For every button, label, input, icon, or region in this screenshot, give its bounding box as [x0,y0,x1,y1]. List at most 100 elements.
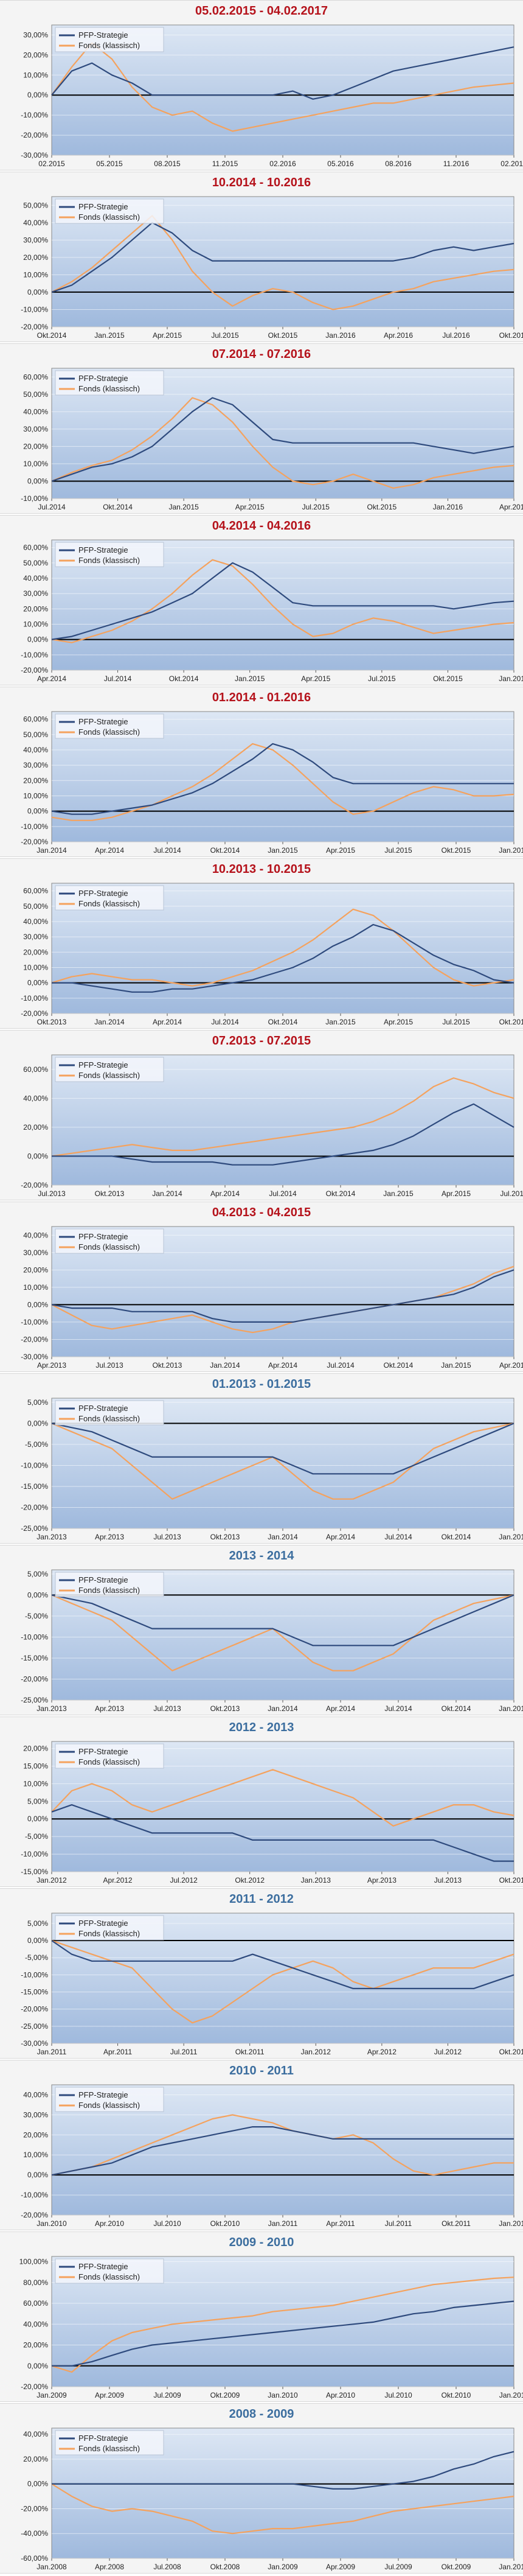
y-tick-label: 0,00% [27,477,48,485]
x-tick-label: Okt.2010 [210,2219,240,2228]
y-tick-label: 60,00% [23,2299,48,2308]
legend-box [55,713,164,739]
x-tick-label: Okt.2014 [268,1018,298,1026]
x-tick-label: Jul.2014 [327,1361,355,1370]
y-tick-label: 40,00% [23,2320,48,2328]
chart-svg: 60,00% 50,00% 40,00% 30,00% 20,00% 10,00% 0,00… [21,539,523,683]
chart-title: 2011 - 2012 [229,1892,294,1906]
x-tick-label: Jul.2013 [153,1533,181,1541]
x-tick-label: Okt.2013 [95,1189,125,1198]
y-tick-label: 0,00% [27,1591,48,1599]
series-line-fund [51,1423,514,1500]
y-tick-label: -30,00% [21,151,48,159]
y-tick-label: 20,00% [23,948,48,956]
x-tick-label: Apr.2014 [210,1189,240,1198]
chart-panel: 2009 - 2010 100,00% 80,00% 60,00% 40,00% 20,0… [0,2231,523,2402]
x-tick-label: Okt.2012 [499,2048,523,2056]
x-tick-label: Jan.2015 [168,503,199,511]
y-tick-label: 20,00% [23,2455,48,2463]
y-tick-label: -20,00% [21,1181,48,1189]
x-tick-label: 02.2016 [269,159,296,168]
series-line-fund [51,2114,514,2176]
y-tick-label: 0,00% [27,2480,48,2488]
legend-label: Fonds (klassisch) [78,1757,140,1766]
legend-box [55,2430,164,2455]
y-tick-label: 10,00% [23,71,48,79]
y-tick-label: -40,00% [21,2529,48,2538]
y-tick-label: 40,00% [23,219,48,227]
x-tick-label: Jan.2010 [36,2219,67,2228]
chart-title: 2013 - 2014 [229,1549,294,1563]
y-tick-label: 30,00% [23,425,48,433]
x-tick-label: 05.2015 [96,159,123,168]
y-tick-label: -20,00% [21,131,48,139]
legend-label: Fonds (klassisch) [78,212,140,222]
x-tick-label: Okt.2014 [169,674,199,683]
x-tick-label: Jan.2014 [268,1533,298,1541]
y-tick-label: 0,00% [27,979,48,987]
x-tick-label: Jan.2016 [499,846,523,855]
x-tick-label: Jan.2015 [235,674,265,683]
y-tick-label: 30,00% [23,1248,48,1257]
x-tick-label: Jan.2015 [383,1189,414,1198]
legend-box [55,1228,164,1254]
y-tick-label: -20,00% [21,2005,48,2014]
y-tick-label: -20,00% [21,1503,48,1511]
x-tick-label: 08.2015 [154,159,181,168]
x-tick-label: Okt.2014 [37,331,67,340]
y-tick-label: 5,00% [27,1919,48,1928]
y-tick-label: 50,00% [23,902,48,911]
x-tick-label: 08.2016 [385,159,412,168]
x-tick-label: Okt.2011 [235,2048,265,2056]
y-tick-label: 50,00% [23,201,48,209]
x-tick-label: Jan.2014 [36,846,67,855]
series-line-strategy [51,1423,514,1475]
legend-box [55,370,164,396]
x-tick-label: Apr.2016 [384,331,413,340]
legend-label: Fonds (klassisch) [78,2272,140,2281]
x-tick-label: Jul.2014 [104,674,132,683]
y-tick-label: 60,00% [23,715,48,724]
legend-label: Fonds (klassisch) [78,2444,140,2453]
x-tick-label: 05.2016 [327,159,354,168]
y-tick-label: 20,00% [23,51,48,59]
y-tick-label: 0,00% [27,2362,48,2370]
chart-title: 10.2013 - 10.2015 [212,863,311,876]
x-tick-label: Jan.2010 [268,2391,298,2399]
chart-panel: 2008 - 2009 40,00% 20,00% 0,00% -20,00% -40,0… [0,2403,523,2574]
legend-label: PFP-Strategie [78,1919,128,1928]
x-tick-label: Jan.2015 [325,1018,356,1026]
x-tick-label: Jan.2014 [94,1018,125,1026]
chart-panel: 10.2014 - 10.2016 50,00% 40,00% 30,00% 20,00… [0,172,523,342]
x-tick-label: Apr.2012 [367,2048,397,2056]
x-tick-label: Okt.2014 [326,1189,356,1198]
y-tick-label: -20,00% [21,2504,48,2513]
legend-label: PFP-Strategie [78,1575,128,1584]
x-tick-label: Apr.2014 [153,1018,182,1026]
y-tick-label: 0,00% [27,2171,48,2179]
x-tick-label: Apr.2013 [37,1361,66,1370]
x-tick-label: Okt.2009 [442,2563,471,2571]
y-tick-label: -60,00% [21,2554,48,2563]
y-tick-label: -15,00% [21,1867,48,1876]
legend-label: PFP-Strategie [78,30,128,40]
series-line-strategy [51,1594,514,1647]
x-tick-label: Jul.2014 [269,1189,297,1198]
chart-svg: 100,00% 80,00% 60,00% 40,00% 20,00% 0,00% -20,… [19,2256,523,2399]
legend-box [55,1572,164,1597]
x-tick-label: Apr.2014 [268,1361,297,1370]
x-tick-label: Apr.2014 [95,846,124,855]
x-tick-label: Apr.2015 [499,1361,523,1370]
x-tick-label: Okt.2009 [210,2391,240,2399]
y-tick-label: 40,00% [23,1094,48,1102]
chart-title: 01.2013 - 01.2015 [212,1377,311,1391]
x-tick-label: Jul.2011 [385,2219,412,2228]
series-line-strategy [52,2300,514,2367]
y-tick-label: -5,00% [25,1953,48,1962]
y-tick-label: -10,00% [21,1633,48,1641]
y-tick-label: -10,00% [21,651,48,659]
x-tick-label: Jul.2014 [384,1704,412,1713]
legend-label: PFP-Strategie [78,202,128,211]
series-line-strategy [52,1103,514,1166]
y-tick-label: 0,00% [27,1419,48,1427]
